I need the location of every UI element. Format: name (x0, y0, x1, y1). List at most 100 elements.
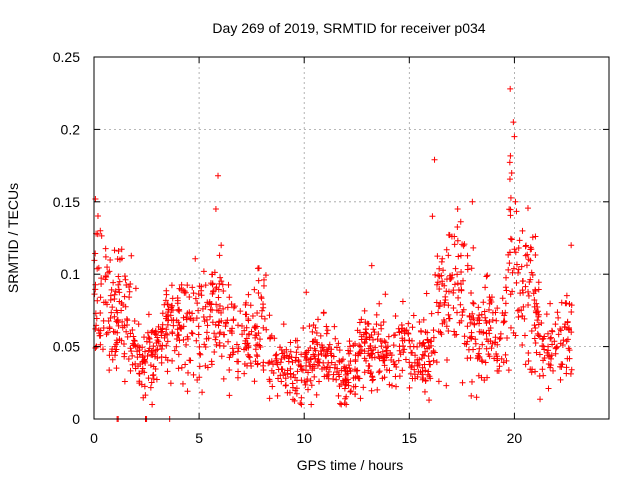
data-point (224, 304, 231, 311)
data-point (220, 305, 227, 312)
data-point (468, 290, 475, 297)
data-point (430, 327, 437, 334)
data-point (396, 328, 403, 335)
data-point (557, 327, 564, 334)
data-point (485, 306, 492, 313)
data-point (94, 297, 101, 304)
data-point (481, 308, 488, 315)
data-point (178, 325, 185, 332)
data-point (367, 342, 374, 349)
data-point (252, 325, 259, 332)
data-point (218, 353, 225, 360)
data-point (106, 268, 113, 275)
data-point (370, 336, 377, 343)
data-point (549, 341, 556, 348)
data-point (140, 394, 147, 401)
data-point (150, 343, 157, 350)
data-point (457, 252, 464, 259)
data-point (215, 322, 222, 329)
data-point (544, 330, 551, 337)
data-point (202, 303, 209, 310)
data-point (496, 335, 503, 342)
data-point (336, 357, 343, 364)
x-tick-label: 20 (507, 430, 523, 446)
data-point (484, 272, 491, 279)
data-point (122, 276, 129, 283)
data-point (528, 328, 535, 335)
data-point (98, 275, 105, 282)
data-point (217, 274, 224, 281)
data-point (522, 252, 529, 259)
data-point (266, 312, 273, 319)
data-point (422, 377, 429, 384)
data-point (216, 330, 223, 337)
data-point (534, 317, 541, 324)
data-point (361, 348, 368, 355)
data-point (392, 331, 399, 338)
data-point (563, 370, 570, 377)
data-point (341, 365, 348, 372)
data-point (340, 379, 347, 386)
x-tick-label: 10 (296, 430, 312, 446)
data-point (507, 235, 514, 242)
data-point (486, 318, 493, 325)
data-point (127, 345, 134, 352)
data-point (164, 321, 171, 328)
data-point (158, 359, 165, 366)
data-point (115, 286, 122, 293)
data-point (423, 290, 430, 297)
data-point (141, 383, 148, 390)
data-point (225, 281, 232, 288)
data-point (506, 176, 513, 183)
data-point (126, 288, 133, 295)
data-point (274, 392, 281, 399)
data-point (382, 291, 389, 298)
data-point (104, 269, 111, 276)
data-point (176, 337, 183, 344)
data-point (440, 317, 447, 324)
data-point (212, 321, 219, 328)
data-point (533, 300, 540, 307)
data-point (568, 366, 575, 373)
data-point (306, 363, 313, 370)
data-point (183, 341, 190, 348)
data-point (476, 345, 483, 352)
data-point (340, 377, 347, 384)
data-point (182, 361, 189, 368)
data-point (483, 345, 490, 352)
data-point (358, 316, 365, 323)
data-point (260, 359, 267, 366)
data-point (543, 311, 550, 318)
data-point (298, 366, 305, 373)
data-point (306, 323, 313, 330)
data-point (321, 373, 328, 380)
data-point (568, 242, 575, 249)
data-point (308, 382, 315, 389)
data-point (322, 353, 329, 360)
data-point (502, 300, 509, 307)
data-point (519, 341, 526, 348)
data-point (275, 375, 282, 382)
data-point (445, 315, 452, 322)
data-point (459, 379, 466, 386)
data-point (513, 279, 520, 286)
data-point (409, 349, 416, 356)
data-point (280, 321, 287, 328)
data-point (164, 338, 171, 345)
data-point (445, 231, 452, 238)
data-point (118, 307, 125, 314)
data-point (164, 368, 171, 375)
data-point (278, 366, 285, 373)
data-point (422, 367, 429, 374)
data-point (169, 357, 176, 364)
x-axis-label: GPS time / hours (297, 457, 404, 473)
data-point (220, 331, 227, 338)
data-point (373, 311, 380, 318)
data-point (92, 250, 99, 257)
data-point (485, 338, 492, 345)
data-point (171, 347, 178, 354)
data-point (266, 395, 273, 402)
data-point (548, 355, 555, 362)
data-point (511, 133, 518, 140)
data-point (192, 295, 199, 302)
